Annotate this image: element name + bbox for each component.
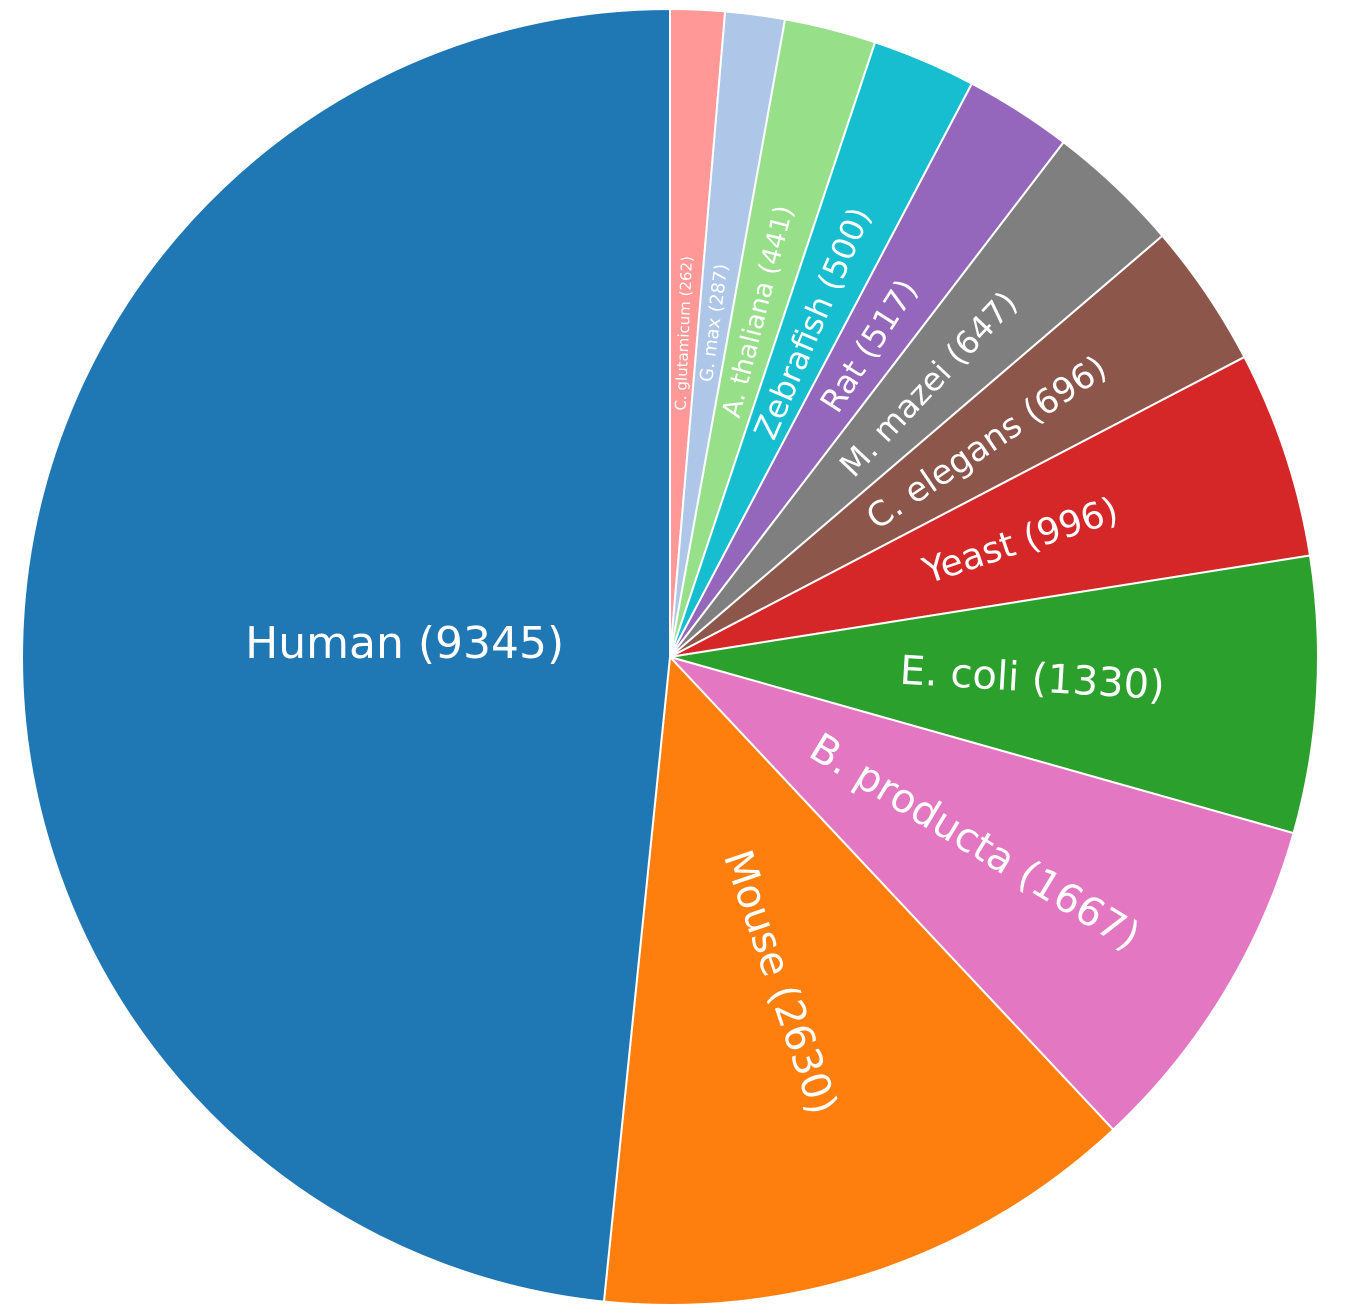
pie-label-human: Human (9345) [245, 618, 564, 669]
slices-layer [21, 8, 1319, 1306]
pie-slice-yeast [669, 356, 1311, 658]
pie-slice-b-producta [669, 656, 1295, 1131]
pie-slice-human [21, 8, 671, 1303]
pie-slice-mouse [602, 656, 1115, 1306]
pie-slice-e-coli [669, 554, 1319, 835]
